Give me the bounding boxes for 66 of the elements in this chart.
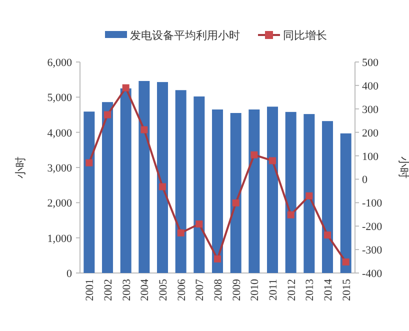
bar (212, 109, 223, 273)
point (232, 199, 240, 206)
point (306, 192, 313, 200)
point (177, 229, 184, 236)
bar (102, 102, 113, 273)
x-tick-label: 2002 (102, 279, 114, 301)
bar (138, 80, 150, 273)
y-tick-label: 2,000 (47, 198, 72, 210)
point (214, 255, 221, 262)
bar (304, 114, 315, 273)
x-tick-label: 2005 (158, 278, 170, 301)
point (250, 151, 258, 158)
y-axis-title: 小时 (14, 156, 27, 178)
y2-tick-label: 100 (362, 150, 379, 163)
bar (267, 106, 278, 273)
bar (157, 82, 168, 273)
x-tick-label: 2015 (340, 278, 353, 301)
bar (84, 112, 95, 273)
y2-tick-label: 400 (362, 80, 379, 92)
x-tick-label: 2012 (286, 279, 298, 301)
y-tick-label: 3,000 (47, 162, 72, 174)
bar (194, 96, 205, 273)
point (122, 84, 130, 92)
x-tick-label: 2008 (212, 278, 224, 301)
y-tick-label: 6,000 (47, 57, 72, 69)
point (86, 159, 93, 166)
point (287, 211, 294, 218)
point (159, 183, 166, 190)
y2-tick-label: 200 (362, 127, 379, 140)
point (342, 258, 350, 266)
legend-label: 发电设备平均利用小时 (130, 29, 240, 42)
bar (248, 109, 260, 273)
point (269, 157, 276, 164)
x-tick-label: 2011 (268, 279, 280, 301)
y2-tick-label: 0 (362, 174, 368, 186)
point (196, 220, 203, 228)
x-tick-label: 2007 (194, 278, 206, 301)
y2-tick-label: 500 (362, 57, 379, 69)
x-tick-label: 2009 (230, 278, 243, 301)
point (324, 232, 331, 239)
x-tick-label: 2010 (249, 278, 262, 301)
bar (322, 121, 333, 273)
y2-tick-label: -400 (362, 268, 383, 280)
point (140, 126, 148, 134)
bar (340, 133, 352, 273)
point (104, 111, 111, 118)
x-tick-label: 2013 (304, 278, 316, 301)
y-tick-label: 5,000 (47, 92, 72, 104)
y-tick-label: 1,000 (47, 232, 72, 245)
x-tick-label: 2001 (84, 279, 96, 301)
y-tick-label: 0 (66, 268, 72, 280)
bar (285, 112, 296, 273)
y2-tick-label: -100 (362, 198, 383, 210)
x-tick-label: 2006 (176, 278, 188, 301)
y2-tick-label: 300 (362, 104, 379, 116)
y2-tick-label: -300 (362, 244, 383, 257)
x-tick-label: 2003 (120, 278, 133, 301)
x-tick-label: 2004 (139, 278, 152, 301)
y-tick-label: 4,000 (47, 127, 72, 140)
y2-axis-title: 小时 (397, 156, 409, 178)
bar (230, 112, 242, 273)
y2-tick-label: -200 (362, 221, 383, 234)
x-tick-label: 2014 (322, 278, 334, 301)
legend-label: 同比增长 (283, 29, 327, 42)
bar (175, 90, 186, 273)
bar (120, 88, 132, 273)
